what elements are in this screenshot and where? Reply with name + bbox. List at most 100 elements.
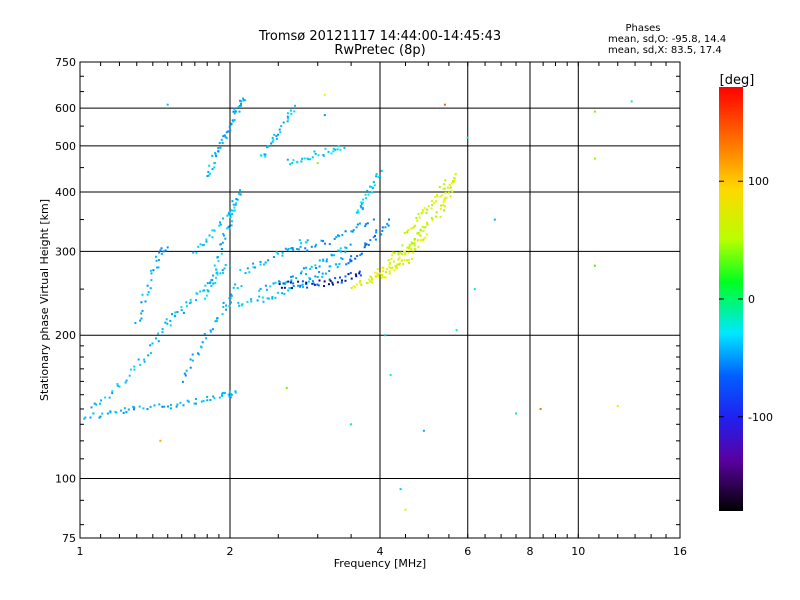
echo-point (331, 281, 334, 284)
echo-point (350, 255, 353, 258)
echo-point (413, 248, 416, 250)
echo-point (217, 147, 220, 150)
echo-point (213, 397, 216, 400)
echo-point (415, 217, 418, 219)
echo-point (95, 403, 98, 406)
echo-point (450, 182, 453, 185)
echo-point (204, 284, 207, 287)
echo-point (311, 156, 314, 159)
echo-point (313, 150, 316, 153)
echo-point (381, 275, 384, 278)
echo-point (101, 412, 104, 415)
echo-point (225, 304, 228, 307)
echo-point (262, 300, 265, 303)
echo-point (234, 391, 237, 394)
echo-point (312, 282, 315, 285)
echo-point (395, 267, 398, 269)
echo-point (372, 180, 375, 183)
echo-point (197, 352, 199, 355)
echo-point (264, 284, 267, 287)
echo-point (345, 246, 348, 249)
echo-point (366, 282, 369, 285)
echo-point (341, 279, 343, 282)
echo-point (389, 374, 392, 376)
echo-point (328, 270, 331, 272)
echo-point (294, 104, 296, 107)
echo-point (166, 322, 169, 325)
echo-point (311, 282, 314, 285)
echo-point (223, 134, 226, 137)
echo-point (296, 160, 299, 163)
echo-point (355, 226, 358, 229)
echo-point (322, 154, 325, 157)
echo-point (211, 236, 214, 239)
echo-point (408, 262, 410, 264)
echo-point (593, 110, 596, 113)
echo-point (441, 194, 444, 197)
echo-point (422, 226, 425, 229)
echo-point (340, 257, 343, 259)
echo-point (318, 265, 321, 268)
echo-point (279, 131, 282, 134)
echo-point (416, 239, 419, 242)
echo-point (466, 136, 469, 139)
echo-point (272, 282, 275, 285)
echo-point (404, 253, 407, 256)
echo-point (230, 209, 233, 212)
echo-point (370, 186, 373, 188)
echo-point (185, 305, 188, 308)
echo-point (274, 296, 277, 299)
echo-point (125, 379, 128, 382)
echo-point (301, 280, 304, 283)
echo-point (289, 109, 292, 112)
echo-point (315, 243, 317, 246)
echo-point (381, 229, 384, 232)
echo-point (227, 393, 230, 396)
echo-point (300, 242, 302, 245)
echo-point (164, 249, 167, 252)
echo-point (351, 230, 354, 233)
echo-point (228, 227, 231, 230)
echo-point (266, 146, 269, 149)
echo-point (226, 227, 229, 230)
echo-point (264, 261, 267, 264)
echo-point (218, 224, 221, 227)
echo-point (254, 266, 257, 269)
echo-point (196, 292, 199, 295)
echo-point (336, 266, 339, 269)
echo-point (439, 215, 442, 218)
echo-point (202, 243, 205, 246)
echo-point (205, 240, 208, 243)
echo-point (451, 190, 454, 193)
echo-point (349, 272, 352, 274)
echo-point (297, 280, 300, 283)
echo-point (410, 247, 413, 250)
echo-point (263, 153, 266, 156)
echo-point (292, 159, 295, 162)
echo-point (283, 282, 286, 285)
echo-point (419, 234, 422, 237)
echo-point (133, 406, 136, 409)
echo-point (364, 223, 367, 226)
echo-point (199, 290, 202, 293)
echo-point (229, 129, 232, 132)
echo-point (228, 212, 231, 215)
echo-point (291, 247, 294, 249)
echo-point (212, 282, 215, 285)
echo-point (424, 236, 427, 239)
echo-point (203, 297, 206, 300)
echo-point (276, 252, 279, 255)
echo-point (281, 251, 284, 254)
echo-point (321, 272, 324, 275)
echo-point (288, 287, 291, 289)
echo-point (287, 117, 290, 120)
echo-point (297, 248, 300, 251)
echo-point (356, 209, 359, 212)
colorbar-tick-label: 0 (748, 293, 755, 306)
echo-point (350, 277, 353, 280)
echo-point (341, 258, 344, 260)
echo-point (276, 291, 279, 294)
echo-point (183, 372, 186, 375)
echo-point (272, 256, 275, 258)
echo-point (256, 299, 259, 302)
